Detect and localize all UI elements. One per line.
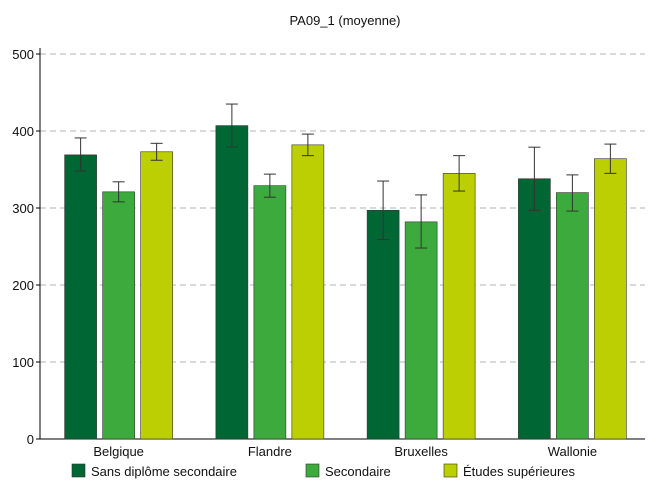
bar: [366, 210, 400, 440]
bar: [594, 158, 627, 440]
y-tick-label: 300: [12, 201, 34, 216]
y-tick-label: 100: [12, 355, 34, 370]
y-tick-label: 200: [12, 278, 34, 293]
legend-label: Études supérieures: [463, 464, 576, 479]
x-tick-label: Flandre: [248, 444, 292, 459]
legend-swatch: [305, 463, 320, 478]
bar: [140, 151, 173, 440]
bar: [556, 192, 589, 440]
x-tick-label: Wallonie: [548, 444, 597, 459]
bar: [64, 154, 97, 440]
bar: [215, 125, 249, 440]
bar: [291, 144, 325, 440]
x-tick-label: Bruxelles: [394, 444, 448, 459]
bar: [518, 178, 551, 440]
legend-label: Sans diplôme secondaire: [91, 464, 237, 479]
bar: [253, 185, 287, 440]
y-tick-label: 500: [12, 47, 34, 62]
chart-title: PA09_1 (moyenne): [289, 13, 400, 28]
legend-swatch: [71, 463, 86, 478]
bar: [404, 221, 438, 440]
bar: [442, 173, 476, 440]
legend-label: Secondaire: [325, 464, 391, 479]
bar: [102, 191, 135, 440]
y-tick-label: 0: [27, 432, 34, 447]
legend-swatch: [443, 463, 458, 478]
y-tick-label: 400: [12, 124, 34, 139]
x-tick-label: Belgique: [93, 444, 144, 459]
